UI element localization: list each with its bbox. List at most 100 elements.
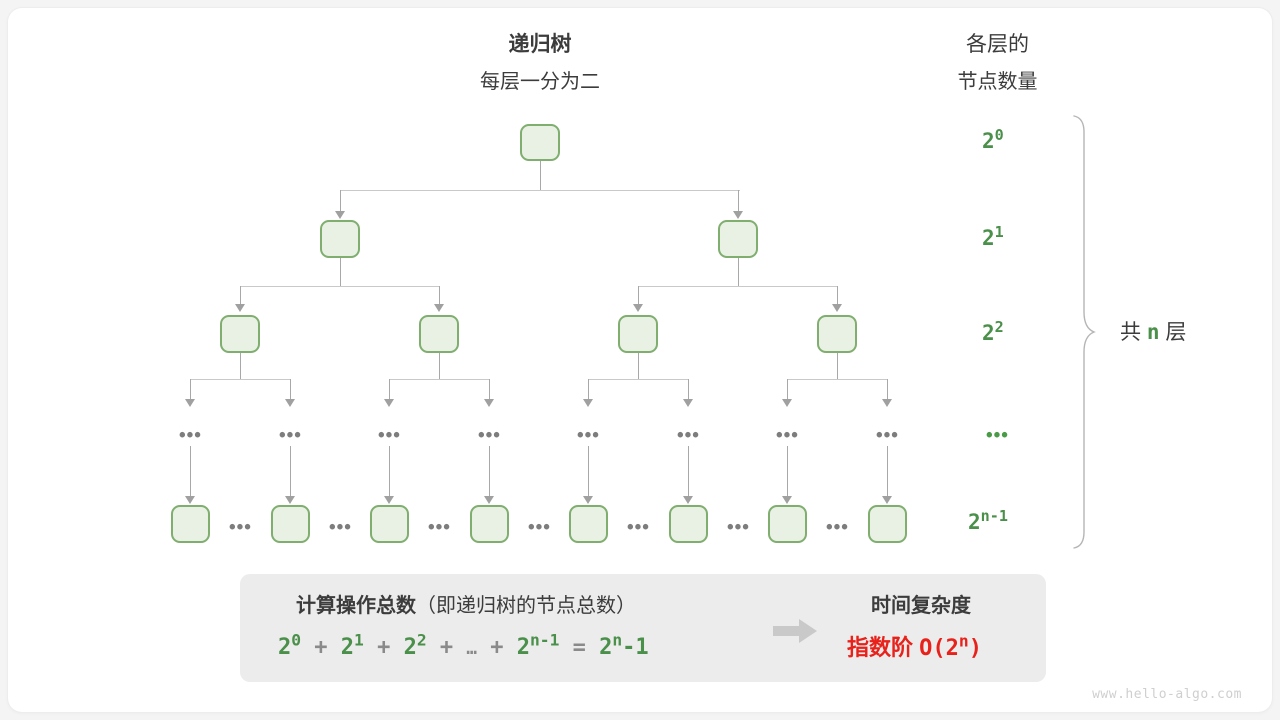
level-count-exponent: 2 <box>994 318 1004 336</box>
tree-node[interactable] <box>220 315 260 353</box>
arrow-head-icon <box>484 399 494 407</box>
tree-node[interactable] <box>669 505 708 543</box>
level-count-base: 2 <box>968 510 981 534</box>
connector-line <box>887 446 888 498</box>
connector-line <box>389 379 489 380</box>
level-count-exponent: n-1 <box>980 507 1008 525</box>
connector-line <box>588 379 688 380</box>
level-count-label-3: ••• <box>986 425 1009 446</box>
page-title: 递归树 <box>508 33 572 56</box>
arrow-head-icon <box>583 399 593 407</box>
tree-node[interactable] <box>470 505 509 543</box>
summary-panel <box>240 574 1046 682</box>
connector-line <box>340 190 740 191</box>
arrow-head-icon <box>583 496 593 504</box>
count-column-title: 各层的 <box>966 33 1029 56</box>
connector-line <box>240 286 440 287</box>
ellipsis-placeholder: ••• <box>677 425 700 446</box>
connector-line <box>588 379 589 401</box>
ellipsis-placeholder: ••• <box>428 517 451 538</box>
arrow-head-icon <box>235 304 245 312</box>
summary-left-title: 计算操作总数（即递归树的节点总数） <box>296 596 636 616</box>
formula-result: 2n-1 <box>599 630 649 660</box>
ellipsis-placeholder: ••• <box>329 517 352 538</box>
level-count-base: 2 <box>982 321 995 345</box>
ellipsis-placeholder: ••• <box>528 517 551 538</box>
connector-line <box>837 286 838 306</box>
level-count-exponent: 0 <box>994 126 1004 144</box>
tree-node[interactable] <box>419 315 459 353</box>
tree-node[interactable] <box>569 505 608 543</box>
arrow-head-icon <box>683 496 693 504</box>
arrow-head-icon <box>185 399 195 407</box>
ellipsis-placeholder: ••• <box>727 517 750 538</box>
connector-line <box>290 379 291 401</box>
connector-line <box>787 446 788 498</box>
total-levels-variable: n <box>1146 320 1160 344</box>
ellipsis-placeholder: ••• <box>876 425 899 446</box>
connector-line <box>340 190 341 214</box>
connector-line <box>588 446 589 498</box>
right-arrow-icon <box>773 619 817 643</box>
arrow-head-icon <box>733 211 743 219</box>
watermark: www.hello-algo.com <box>1092 687 1242 702</box>
ellipsis-placeholder: ••• <box>378 425 401 446</box>
tree-node[interactable] <box>868 505 907 543</box>
level-span-brace <box>1073 115 1096 549</box>
connector-line <box>439 286 440 306</box>
arrow-head-icon <box>285 496 295 504</box>
tree-node[interactable] <box>618 315 658 353</box>
ellipsis-placeholder: ••• <box>826 517 849 538</box>
tree-node[interactable] <box>320 220 360 258</box>
tree-node[interactable] <box>768 505 807 543</box>
connector-line <box>638 286 838 287</box>
total-levels-label: 共 n 层 <box>1120 320 1187 344</box>
ellipsis-placeholder: ••• <box>776 425 799 446</box>
tree-node[interactable] <box>718 220 758 258</box>
tree-node[interactable] <box>520 124 560 161</box>
arrow-head-icon <box>484 496 494 504</box>
tree-node[interactable] <box>171 505 210 543</box>
connector-line <box>389 446 390 498</box>
formula-operator: + <box>314 635 328 660</box>
level-count-label-0: 20 <box>982 127 1004 153</box>
summary-right-value: 指数阶 O(2n) <box>847 631 982 661</box>
arrow-head-icon <box>683 399 693 407</box>
connector-line <box>240 286 241 306</box>
formula-equals: = <box>572 635 586 660</box>
tree-node[interactable] <box>370 505 409 543</box>
formula-term-0: 20 <box>278 630 302 660</box>
arrow-head-icon <box>782 496 792 504</box>
arrow-head-icon <box>285 399 295 407</box>
connector-line <box>638 286 639 306</box>
formula-term-3: … <box>466 639 477 659</box>
level-count-exponent: 1 <box>994 223 1004 241</box>
total-levels-prefix: 共 <box>1120 321 1141 344</box>
arrow-head-icon <box>882 496 892 504</box>
connector-line <box>439 353 440 379</box>
connector-line <box>489 446 490 498</box>
complexity-expression: O(2n) <box>919 631 982 661</box>
formula-operator: + <box>490 635 504 660</box>
connector-line <box>688 379 689 401</box>
complexity-class-label: 指数阶 <box>847 635 914 660</box>
connector-line <box>290 446 291 498</box>
arrow-head-icon <box>782 399 792 407</box>
tree-node[interactable] <box>817 315 857 353</box>
level-count-base: 2 <box>982 129 995 153</box>
connector-line <box>240 353 241 379</box>
summary-formula: 20 + 21 + 22 + … + 2n-1 = 2n-1 <box>278 630 649 660</box>
level-count-label-4: 2n-1 <box>968 508 1008 534</box>
tree-node[interactable] <box>271 505 310 543</box>
ellipsis-placeholder: ••• <box>229 517 252 538</box>
summary-left-title-rest: （即递归树的节点总数） <box>416 595 636 617</box>
page-subtitle: 每层一分为二 <box>480 71 600 93</box>
formula-operator: + <box>377 635 391 660</box>
summary-left-title-bold: 计算操作总数 <box>296 595 416 617</box>
total-levels-suffix: 层 <box>1165 321 1187 344</box>
level-count-label-1: 21 <box>982 224 1004 249</box>
ellipsis-placeholder: ••• <box>179 425 202 446</box>
formula-term-1: 21 <box>340 630 364 660</box>
arrow-head-icon <box>384 399 394 407</box>
